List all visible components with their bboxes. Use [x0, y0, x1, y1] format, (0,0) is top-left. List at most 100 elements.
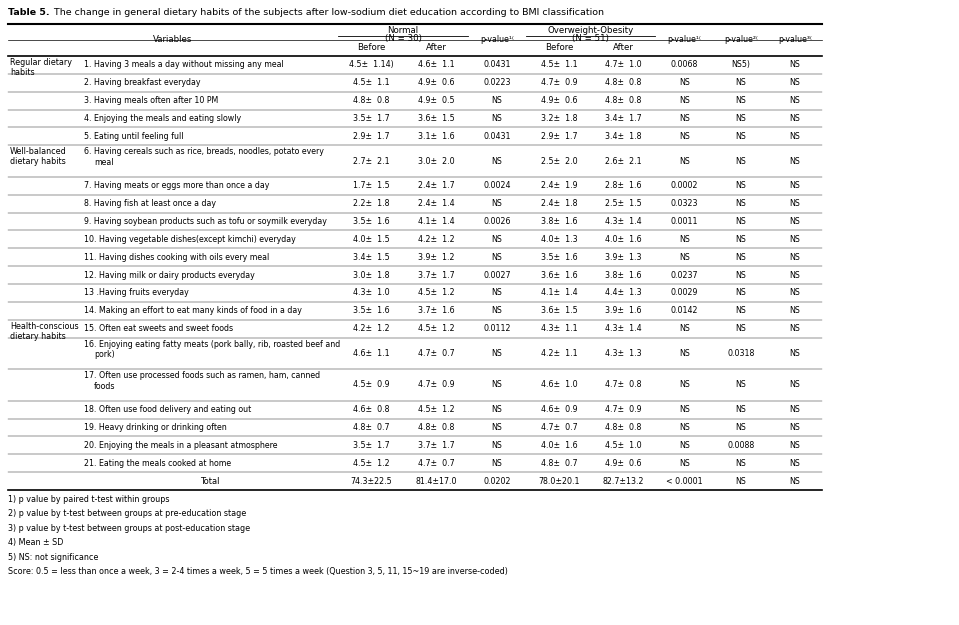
Text: 4) Mean ± SD: 4) Mean ± SD [8, 539, 63, 548]
Text: NS5): NS5) [732, 61, 751, 69]
Text: 0.0029: 0.0029 [670, 289, 698, 298]
Text: 3.4±  1.5: 3.4± 1.5 [353, 253, 389, 262]
Text: NS: NS [789, 181, 801, 190]
Text: 0.0068: 0.0068 [670, 61, 698, 69]
Text: 3.5±  1.6: 3.5± 1.6 [353, 217, 389, 226]
Text: NS: NS [789, 349, 801, 358]
Text: 15. Often eat sweets and sweet foods: 15. Often eat sweets and sweet foods [84, 324, 233, 333]
Text: 2.6±  2.1: 2.6± 2.1 [605, 157, 642, 166]
Text: 4.3±  1.4: 4.3± 1.4 [605, 217, 642, 226]
Text: NS: NS [736, 405, 746, 414]
Text: 4.7±  0.9: 4.7± 0.9 [418, 381, 455, 389]
Text: NS: NS [789, 114, 801, 123]
Text: 3.5±  1.6: 3.5± 1.6 [541, 253, 577, 262]
Text: 4.8±  0.8: 4.8± 0.8 [605, 78, 642, 88]
Text: Normal: Normal [387, 26, 418, 35]
Text: 2.5±  1.5: 2.5± 1.5 [605, 199, 642, 208]
Text: 4.7±  1.0: 4.7± 1.0 [605, 61, 642, 69]
Text: NS: NS [736, 78, 746, 88]
Text: 4.1±  1.4: 4.1± 1.4 [541, 289, 577, 298]
Text: Variables: Variables [153, 36, 193, 44]
Text: NS: NS [736, 96, 746, 105]
Text: NS: NS [679, 78, 690, 88]
Text: NS: NS [789, 157, 801, 166]
Text: 2.4±  1.7: 2.4± 1.7 [418, 181, 455, 190]
Text: 4.7±  0.9: 4.7± 0.9 [541, 78, 577, 88]
Text: NS: NS [679, 114, 690, 123]
Text: 3.5±  1.7: 3.5± 1.7 [353, 441, 389, 450]
Text: 4.6±  1.1: 4.6± 1.1 [353, 349, 389, 358]
Text: 4.5±  1.1: 4.5± 1.1 [541, 61, 577, 69]
Text: 4.5±  1.2: 4.5± 1.2 [418, 324, 455, 333]
Text: NS: NS [492, 423, 503, 432]
Text: 0.0431: 0.0431 [483, 61, 511, 69]
Text: 4.0±  1.3: 4.0± 1.3 [541, 235, 577, 244]
Text: 2.8±  1.6: 2.8± 1.6 [605, 181, 642, 190]
Text: NS: NS [736, 477, 746, 486]
Text: 4.7±  0.7: 4.7± 0.7 [418, 459, 455, 468]
Text: 3.0±  2.0: 3.0± 2.0 [418, 157, 455, 166]
Text: 3. Having meals often after 10 PM: 3. Having meals often after 10 PM [84, 96, 219, 105]
Text: 3.4±  1.8: 3.4± 1.8 [605, 132, 642, 141]
Text: 4.8±  0.8: 4.8± 0.8 [605, 423, 642, 432]
Text: NS: NS [736, 306, 746, 316]
Text: NS: NS [789, 423, 801, 432]
Text: p-value²⁽: p-value²⁽ [724, 36, 758, 44]
Text: 4.3±  1.3: 4.3± 1.3 [605, 349, 642, 358]
Text: NS: NS [789, 477, 801, 486]
Text: 4.2±  1.2: 4.2± 1.2 [353, 324, 389, 333]
Text: NS: NS [492, 199, 503, 208]
Text: NS: NS [789, 61, 801, 69]
Text: 3.9±  1.3: 3.9± 1.3 [605, 253, 642, 262]
Text: 4.8±  0.8: 4.8± 0.8 [418, 423, 455, 432]
Text: NS: NS [736, 271, 746, 279]
Text: 0.0323: 0.0323 [670, 199, 698, 208]
Text: NS: NS [679, 253, 690, 262]
Text: 2.5±  2.0: 2.5± 2.0 [541, 157, 577, 166]
Text: NS: NS [679, 132, 690, 141]
Text: 6. Having cereals such as rice, breads, noodles, potato every: 6. Having cereals such as rice, breads, … [84, 148, 324, 156]
Text: NS: NS [789, 217, 801, 226]
Text: 0.0202: 0.0202 [483, 477, 511, 486]
Text: 14. Making an effort to eat many kinds of food in a day: 14. Making an effort to eat many kinds o… [84, 306, 302, 316]
Text: 9. Having soybean products such as tofu or soymilk everyday: 9. Having soybean products such as tofu … [84, 217, 327, 226]
Text: 3.2±  1.8: 3.2± 1.8 [541, 114, 577, 123]
Text: 2. Having breakfast everyday: 2. Having breakfast everyday [84, 78, 200, 88]
Text: 2.4±  1.4: 2.4± 1.4 [418, 199, 455, 208]
Text: The change in general dietary habits of the subjects after low-sodium diet educa: The change in general dietary habits of … [51, 8, 604, 17]
Text: NS: NS [789, 306, 801, 316]
Text: NS: NS [736, 423, 746, 432]
Text: 0.0431: 0.0431 [483, 132, 511, 141]
Text: 4. Enjoying the meals and eating slowly: 4. Enjoying the meals and eating slowly [84, 114, 241, 123]
Text: 81.4±17.0: 81.4±17.0 [416, 477, 457, 486]
Text: 12. Having milk or dairy products everyday: 12. Having milk or dairy products everyd… [84, 271, 255, 279]
Text: 2.4±  1.8: 2.4± 1.8 [541, 199, 577, 208]
Text: 19. Heavy drinking or drinking often: 19. Heavy drinking or drinking often [84, 423, 226, 432]
Text: 0.0088: 0.0088 [727, 441, 755, 450]
Text: NS: NS [492, 381, 503, 389]
Text: NS: NS [492, 405, 503, 414]
Text: 0.0026: 0.0026 [483, 217, 511, 226]
Text: NS: NS [789, 253, 801, 262]
Text: 2.2±  1.8: 2.2± 1.8 [353, 199, 389, 208]
Text: Total: Total [200, 477, 220, 486]
Text: NS: NS [679, 441, 690, 450]
Text: 0.0024: 0.0024 [483, 181, 511, 190]
Text: 4.7±  0.7: 4.7± 0.7 [541, 423, 577, 432]
Text: 4.1±  1.4: 4.1± 1.4 [418, 217, 455, 226]
Text: NS: NS [789, 289, 801, 298]
Text: NS: NS [789, 132, 801, 141]
Text: 0.0318: 0.0318 [727, 349, 755, 358]
Text: NS: NS [492, 306, 503, 316]
Text: NS: NS [736, 199, 746, 208]
Text: NS: NS [789, 459, 801, 468]
Text: (N = 30): (N = 30) [385, 34, 421, 43]
Text: 0.0112: 0.0112 [483, 324, 511, 333]
Text: 4.3±  1.0: 4.3± 1.0 [353, 289, 389, 298]
Text: NS: NS [492, 96, 503, 105]
Text: 4.5±  1.2: 4.5± 1.2 [418, 405, 455, 414]
Text: NS: NS [492, 289, 503, 298]
Text: 4.4±  1.3: 4.4± 1.3 [605, 289, 642, 298]
Text: NS: NS [679, 405, 690, 414]
Text: 0.0027: 0.0027 [483, 271, 511, 279]
